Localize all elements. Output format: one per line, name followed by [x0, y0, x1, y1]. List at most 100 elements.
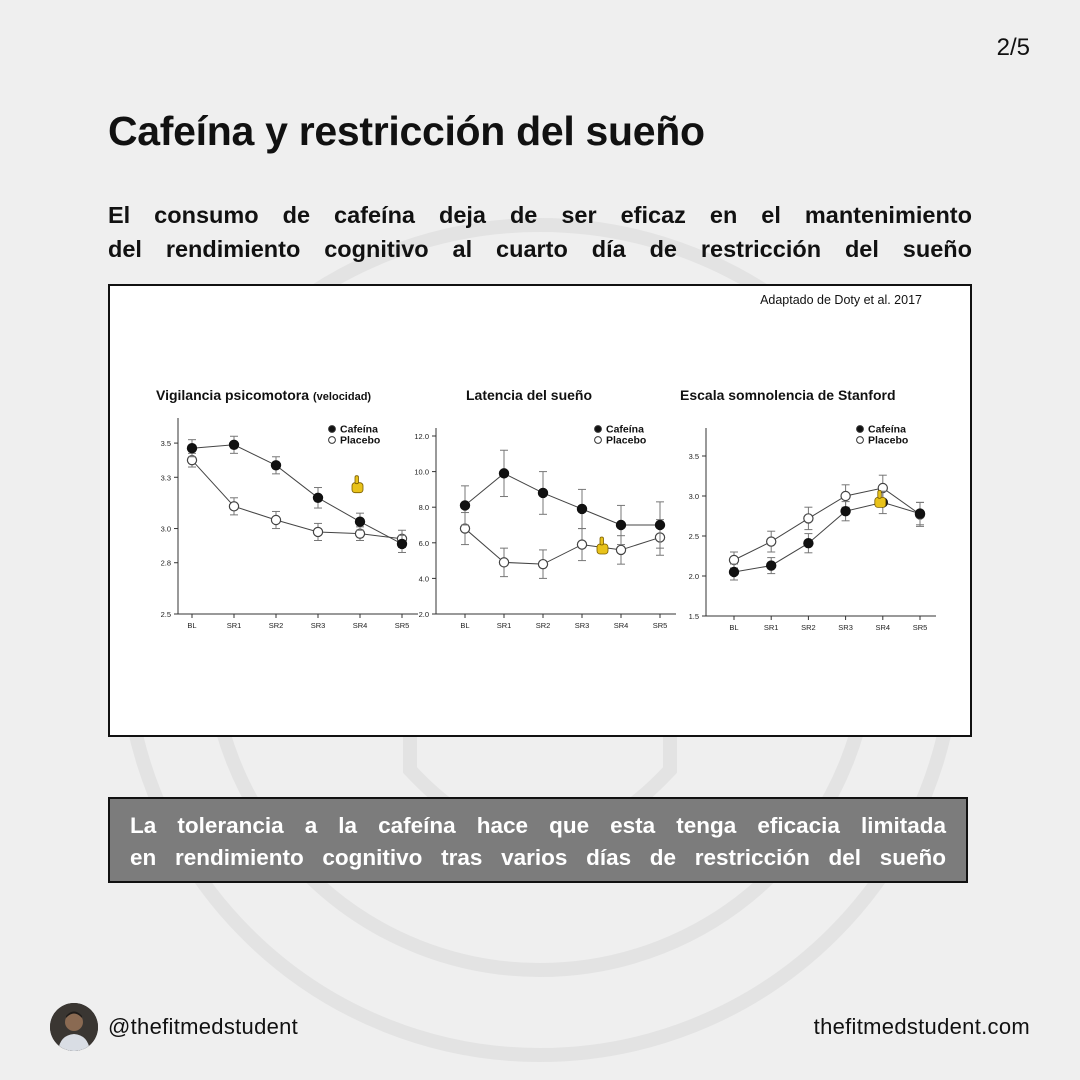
chart-title-suffix: (velocidad) [313, 391, 371, 403]
y-tick-label: 1.5 [689, 612, 699, 621]
pointing-hand-icon [596, 536, 609, 555]
x-tick-label: BL [460, 621, 469, 630]
x-tick-label: SR4 [876, 623, 891, 632]
data-point-placebo [228, 501, 240, 512]
y-tick-label: 3.5 [689, 452, 699, 461]
series-placebo [186, 452, 408, 548]
x-tick-label: SR3 [838, 623, 853, 632]
x-tick-label: SR1 [764, 623, 779, 632]
chart-title: Escala somnolencia de Stanford [680, 387, 896, 403]
x-tick-label: SR5 [653, 621, 668, 630]
y-tick-label: 2.5 [689, 532, 699, 541]
data-point-placebo [728, 554, 740, 566]
x-tick-label: SR4 [353, 621, 368, 630]
hand-finger [354, 475, 359, 485]
legend-marker [328, 425, 336, 433]
y-tick-label: 2.0 [419, 610, 429, 619]
data-point-cafeina [803, 538, 814, 549]
page-title: Cafeína y restricción del sueño [108, 108, 705, 154]
figure-source: Adaptado de Doty et al. 2017 [760, 293, 922, 307]
data-point-cafeina [576, 503, 588, 515]
conclusion-line: en rendimiento cognitivo tras varios día… [130, 845, 946, 870]
legend-label: Cafeína [606, 424, 644, 436]
data-point-placebo [537, 558, 549, 570]
data-point-cafeina [186, 443, 198, 454]
legend-label: Placebo [868, 435, 908, 447]
y-tick-label: 2.5 [161, 610, 171, 619]
data-point-placebo [840, 490, 851, 502]
data-point-cafeina [354, 516, 366, 527]
x-tick-label: SR5 [395, 621, 410, 630]
data-point-cafeina [914, 508, 926, 519]
y-tick-label: 3.0 [161, 525, 171, 534]
chart-1: Vigilancia psicomotora (velocidad) 2.5 2.8 3… [156, 387, 418, 630]
website-link[interactable]: thefitmedstudent.com [813, 1014, 1030, 1039]
x-tick-label: SR1 [227, 621, 242, 630]
series-line [191, 444, 403, 545]
x-tick-label: SR5 [913, 623, 928, 632]
series-line [191, 459, 403, 540]
subtitle: El consumo de cafeína deja de ser eficaz… [108, 198, 972, 266]
pointing-hand-icon [874, 489, 887, 508]
data-point-placebo [576, 539, 588, 550]
series-placebo [728, 474, 926, 569]
data-point-cafeina [228, 439, 240, 450]
data-point-cafeina [654, 519, 666, 531]
y-tick-label: 6.0 [419, 539, 429, 548]
x-tick-label: SR2 [269, 621, 284, 630]
conclusion-box: La tolerancia a la cafeína hace que esta… [108, 797, 968, 883]
data-point-cafeina [615, 519, 627, 531]
hand-palm [596, 543, 609, 555]
subtitle-line: del rendimiento cognitivo al cuarto día … [108, 236, 972, 262]
legend-label: Placebo [340, 435, 380, 447]
x-tick-label: SR2 [801, 623, 816, 632]
y-tick-label: 4.0 [419, 574, 429, 583]
series-cafeina [459, 449, 666, 549]
legend-marker [594, 425, 602, 433]
legend-label: Placebo [606, 435, 646, 447]
hand-palm [874, 496, 887, 508]
y-tick-label: 2.8 [161, 559, 171, 568]
chart-title: Latencia del sueño [466, 387, 592, 403]
series-placebo [459, 512, 666, 579]
data-point-cafeina [498, 468, 510, 479]
conclusion-line: La tolerancia a la cafeína hace que esta… [130, 813, 946, 838]
data-point-placebo [803, 513, 814, 524]
data-point-cafeina [396, 538, 408, 550]
chart-2: Latencia del sueño 2.0 4.0 6.0 8.0 10.0 12.0 BL… [414, 387, 676, 630]
pointing-hand-icon [351, 475, 364, 494]
x-tick-label: SR2 [536, 621, 551, 630]
data-point-cafeina [537, 487, 549, 499]
data-point-cafeina [459, 500, 471, 511]
series-line [464, 528, 661, 565]
y-tick-label: 3.0 [689, 492, 699, 501]
data-point-placebo [766, 536, 777, 547]
data-point-placebo [498, 557, 510, 568]
legend-marker [856, 425, 864, 433]
legend-label: Cafeína [340, 424, 378, 436]
x-tick-label: BL [729, 623, 738, 632]
x-tick-label: SR4 [614, 621, 629, 630]
x-tick-label: SR1 [497, 621, 512, 630]
footer-profile: @thefitmedstudent [50, 1002, 298, 1052]
data-point-cafeina [270, 460, 282, 471]
y-tick-label: 8.0 [419, 503, 429, 512]
instagram-handle[interactable]: @thefitmedstudent [108, 1014, 299, 1039]
data-point-cafeina [312, 492, 324, 503]
data-point-cafeina [728, 566, 740, 578]
legend-marker [328, 436, 336, 444]
avatar[interactable] [50, 1003, 98, 1051]
y-tick-label: 2.0 [689, 572, 699, 581]
data-point-placebo [270, 514, 282, 526]
series-line [464, 472, 660, 526]
hand-finger [599, 536, 604, 546]
y-tick-label: 3.3 [161, 473, 171, 482]
series-line [733, 487, 921, 561]
page-indicator: 2/5 [996, 34, 1030, 61]
hand-palm [351, 482, 364, 494]
charts-figure: Adaptado de Doty et al. 2017 Vigilancia … [156, 293, 936, 632]
y-tick-label: 10.0 [414, 468, 429, 477]
subtitle-line: El consumo de cafeína deja de ser eficaz… [108, 202, 972, 228]
x-tick-label: SR3 [311, 621, 326, 630]
legend-marker [594, 436, 602, 444]
